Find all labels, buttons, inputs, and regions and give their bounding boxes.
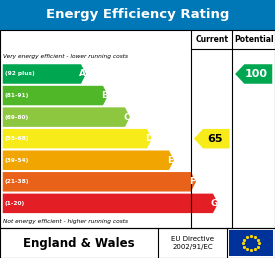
Text: 100: 100 xyxy=(245,69,268,79)
Text: A: A xyxy=(79,69,86,78)
Text: B: B xyxy=(101,91,108,100)
Bar xyxy=(0,228,275,258)
Text: (55-68): (55-68) xyxy=(5,136,29,141)
Text: EU Directive
2002/91/EC: EU Directive 2002/91/EC xyxy=(171,236,214,250)
Bar xyxy=(0,0,275,30)
Polygon shape xyxy=(3,194,218,213)
Polygon shape xyxy=(235,64,272,84)
Bar xyxy=(229,230,273,256)
Text: (39-54): (39-54) xyxy=(5,158,29,163)
Text: (69-80): (69-80) xyxy=(5,115,29,120)
Text: Very energy efficient - lower running costs: Very energy efficient - lower running co… xyxy=(3,54,128,59)
Polygon shape xyxy=(3,150,174,170)
Polygon shape xyxy=(3,129,152,148)
Text: G: G xyxy=(211,199,218,208)
Text: C: C xyxy=(123,112,130,122)
Text: (81-91): (81-91) xyxy=(5,93,29,98)
Polygon shape xyxy=(3,64,86,84)
Bar xyxy=(0,30,275,228)
Text: F: F xyxy=(189,177,196,186)
Text: Not energy efficient - higher running costs: Not energy efficient - higher running co… xyxy=(3,219,128,224)
Text: (21-38): (21-38) xyxy=(5,179,29,184)
Polygon shape xyxy=(3,107,130,127)
Text: Potential: Potential xyxy=(234,35,274,44)
Text: D: D xyxy=(145,134,152,143)
Text: Current: Current xyxy=(195,35,228,44)
Text: (92 plus): (92 plus) xyxy=(5,71,35,76)
Polygon shape xyxy=(3,86,108,105)
Text: England & Wales: England & Wales xyxy=(23,237,135,250)
Polygon shape xyxy=(194,129,230,148)
Text: (1-20): (1-20) xyxy=(5,201,25,206)
Text: E: E xyxy=(167,156,174,165)
Polygon shape xyxy=(3,172,196,191)
Text: Energy Efficiency Rating: Energy Efficiency Rating xyxy=(46,8,229,21)
Text: 65: 65 xyxy=(207,134,222,144)
